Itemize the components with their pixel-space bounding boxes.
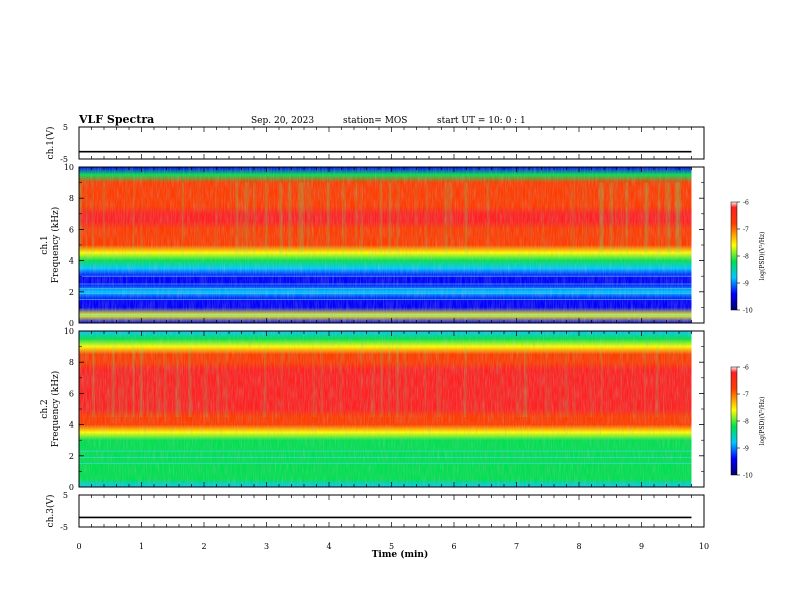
x-tick-label: 4 xyxy=(326,542,331,551)
colorbar-tick-label: -8 xyxy=(743,254,749,261)
x-tick-label: 6 xyxy=(451,542,456,551)
x-tick-label: 10 xyxy=(699,542,709,551)
y-tick-label: 4 xyxy=(69,421,74,430)
y-tick-label: 2 xyxy=(69,452,74,461)
colorbar-tick-label: -10 xyxy=(743,308,753,315)
y-tick-label: 6 xyxy=(69,225,74,234)
colorbar-label: log(PSD)(V²/Hz) xyxy=(759,397,766,446)
colorbar-tick-label: -10 xyxy=(743,473,753,480)
y-tick-label: 0 xyxy=(69,319,74,328)
x-tick-label: 1 xyxy=(139,542,144,551)
colorbar-gradient xyxy=(730,366,738,476)
spectrogram-streaks xyxy=(79,182,692,253)
date-label: Sep. 20, 2023 xyxy=(251,116,314,126)
y-axis-label: ch.2 xyxy=(40,399,50,418)
colorbar-tick-label: -8 xyxy=(743,419,749,426)
ch1-colorbar: -6 -7 -8 -9 -10 log(PSD)(V²/Hz) xyxy=(730,200,766,315)
figure-title: VLF Spectra xyxy=(78,113,154,126)
x-tick-label: 8 xyxy=(576,542,581,551)
y-axis-label: Frequency (kHz) xyxy=(50,207,61,284)
y-axis-label: Frequency (kHz) xyxy=(50,371,61,448)
start-time-label: start UT = 10: 0 : 1 xyxy=(437,116,526,126)
colorbar-gradient xyxy=(730,201,738,311)
y-axis-label: ch.1 xyxy=(40,235,50,254)
x-tick-label: 0 xyxy=(76,542,81,551)
y-tick-label: 8 xyxy=(69,194,74,203)
x-tick-label: 5 xyxy=(389,542,394,551)
y-tick-label: 5 xyxy=(63,123,68,132)
x-axis-label: Time (min) xyxy=(372,549,429,560)
ch1-spectrogram-panel: 0 2 4 6 8 10 ch.1 Frequency (kHz) xyxy=(40,163,705,328)
time-axis: 0 1 2 3 4 5 6 7 8 9 10 xyxy=(76,542,709,551)
ch3-voltage-panel: 5 -5 ch.3(V) xyxy=(45,491,705,532)
y-tick-label: 0 xyxy=(69,483,74,492)
colorbar-tick-label: -7 xyxy=(743,227,749,234)
y-tick-label: 2 xyxy=(69,288,74,297)
y-tick-label: 5 xyxy=(63,491,68,500)
colorbar-tick-label: -6 xyxy=(743,365,749,372)
x-tick-label: 7 xyxy=(514,542,519,551)
station-label: station= MOS xyxy=(343,116,407,126)
colorbar-tick-label: -9 xyxy=(743,446,749,453)
y-tick-label: 10 xyxy=(64,163,74,172)
colorbar-tick-label: -6 xyxy=(743,200,749,207)
x-tick-label: 2 xyxy=(201,542,206,551)
colorbar-tick-label: -9 xyxy=(743,281,749,288)
y-tick-label: 4 xyxy=(69,257,74,266)
y-axis-label: ch.3(V) xyxy=(45,495,56,528)
ch1-voltage-panel: 5 -5 ch.1(V) xyxy=(45,123,705,164)
ch2-colorbar: -6 -7 -8 -9 -10 log(PSD)(V²/Hz) xyxy=(730,365,766,480)
y-tick-label: -5 xyxy=(60,523,68,532)
y-tick-label: -5 xyxy=(60,155,68,164)
y-tick-label: 10 xyxy=(64,327,74,336)
spectrogram-streaks xyxy=(79,346,692,417)
y-axis-label: ch.1(V) xyxy=(45,127,56,160)
ch2-spectrogram-panel: 0 2 4 6 8 10 ch.2 Frequency (kHz) xyxy=(40,327,705,492)
x-tick-label: 9 xyxy=(639,542,644,551)
y-tick-label: 6 xyxy=(69,389,74,398)
colorbar-label: log(PSD)(V²/Hz) xyxy=(759,232,766,281)
y-tick-label: 8 xyxy=(69,358,74,367)
x-tick-label: 3 xyxy=(264,542,269,551)
colorbar-tick-label: -7 xyxy=(743,392,749,399)
